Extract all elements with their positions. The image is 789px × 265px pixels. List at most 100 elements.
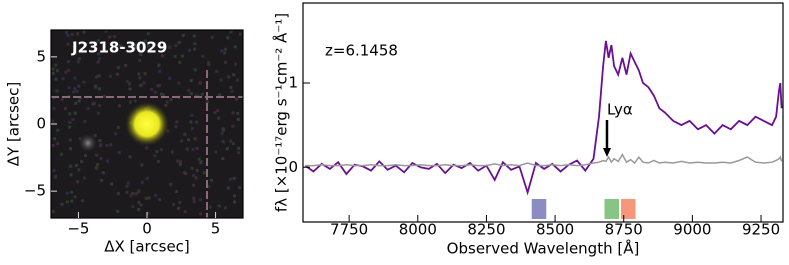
y-tick-label: 0 (36, 115, 46, 133)
image-noise (192, 196, 196, 200)
image-noise (160, 92, 164, 96)
frame (302, 2, 784, 223)
image-noise (94, 85, 98, 89)
image-noise (94, 166, 98, 170)
x-tick-label: 7750 (330, 221, 368, 239)
image-noise (202, 171, 206, 175)
image-noise (138, 76, 142, 80)
image-noise (129, 194, 133, 198)
image-noise (128, 82, 132, 86)
image-noise (65, 191, 69, 195)
image-noise (100, 178, 104, 182)
image-noise (232, 176, 236, 180)
image-noise (51, 67, 55, 71)
image-noise (227, 75, 231, 79)
image-noise (221, 157, 225, 161)
image-noise (96, 111, 100, 115)
image-noise (170, 150, 174, 154)
image-noise (165, 100, 169, 104)
image-noise (125, 190, 129, 194)
image-noise (176, 159, 180, 163)
image-noise (140, 180, 144, 184)
image-noise (139, 203, 143, 207)
image-noise (125, 184, 129, 188)
image-noise (63, 107, 67, 111)
image-noise (184, 172, 188, 176)
image-noise (197, 157, 201, 161)
image-noise (192, 173, 196, 177)
image-noise (64, 30, 68, 34)
image-noise (74, 101, 78, 105)
image-noise (76, 60, 80, 64)
image-noise (198, 81, 202, 85)
image-noise (223, 51, 227, 55)
image-noise (190, 113, 194, 117)
image-noise (209, 178, 213, 182)
image-noise (61, 77, 65, 81)
image-noise (76, 32, 80, 36)
image-noise (102, 94, 106, 98)
image-noise (215, 69, 219, 73)
image-noise (146, 211, 150, 215)
image-noise (51, 144, 55, 148)
image-noise (229, 85, 233, 89)
image-noise (108, 35, 112, 39)
x-axis-label: ΔX [arcsec] (104, 238, 190, 256)
image-noise (69, 147, 73, 151)
image-noise (232, 73, 236, 77)
image-noise (236, 112, 240, 116)
image-noise (140, 163, 144, 167)
image-noise (133, 46, 137, 50)
y-tick-label: 1 (288, 74, 298, 92)
image-noise (159, 148, 163, 152)
x-tick-label: 9250 (742, 221, 780, 239)
image-noise (70, 190, 74, 194)
image-noise (53, 175, 57, 179)
image-noise (116, 66, 120, 70)
image-noise (86, 107, 90, 111)
image-noise (93, 134, 97, 138)
image-noise (224, 60, 228, 64)
image-noise (226, 186, 230, 190)
image-noise (169, 98, 173, 102)
image-noise (157, 63, 161, 67)
image-noise (238, 32, 242, 36)
image-noise (156, 159, 160, 163)
image-noise (147, 196, 151, 200)
image-noise (233, 194, 237, 198)
image-noise (126, 181, 130, 185)
image-noise (236, 117, 240, 121)
image-noise (199, 212, 203, 216)
image-noise (207, 61, 211, 65)
image-noise (70, 32, 74, 36)
image-noise (75, 89, 79, 93)
image-noise (190, 127, 194, 131)
image-noise (146, 44, 150, 48)
image-noise (80, 160, 84, 164)
image-noise (234, 62, 238, 66)
image-noise (118, 104, 122, 108)
filter-band (604, 199, 620, 219)
image-noise (220, 131, 224, 135)
image-noise (229, 139, 233, 143)
image-noise (230, 89, 234, 93)
image-noise (177, 206, 181, 210)
image-noise (191, 147, 195, 151)
image-noise (83, 119, 87, 123)
image-noise (59, 152, 63, 156)
image-noise (220, 49, 224, 53)
image-noise (92, 101, 96, 105)
image-noise (97, 74, 101, 78)
image-noise (51, 210, 55, 214)
image-noise (52, 106, 56, 110)
image-noise (175, 190, 179, 194)
image-noise (72, 90, 76, 94)
image-noise (109, 143, 113, 147)
image-noise (134, 192, 138, 196)
image-noise (201, 54, 205, 58)
image-noise (68, 121, 72, 125)
image-noise (77, 168, 81, 172)
image-noise (60, 202, 64, 206)
image-noise (237, 146, 241, 150)
image-noise (77, 84, 81, 88)
